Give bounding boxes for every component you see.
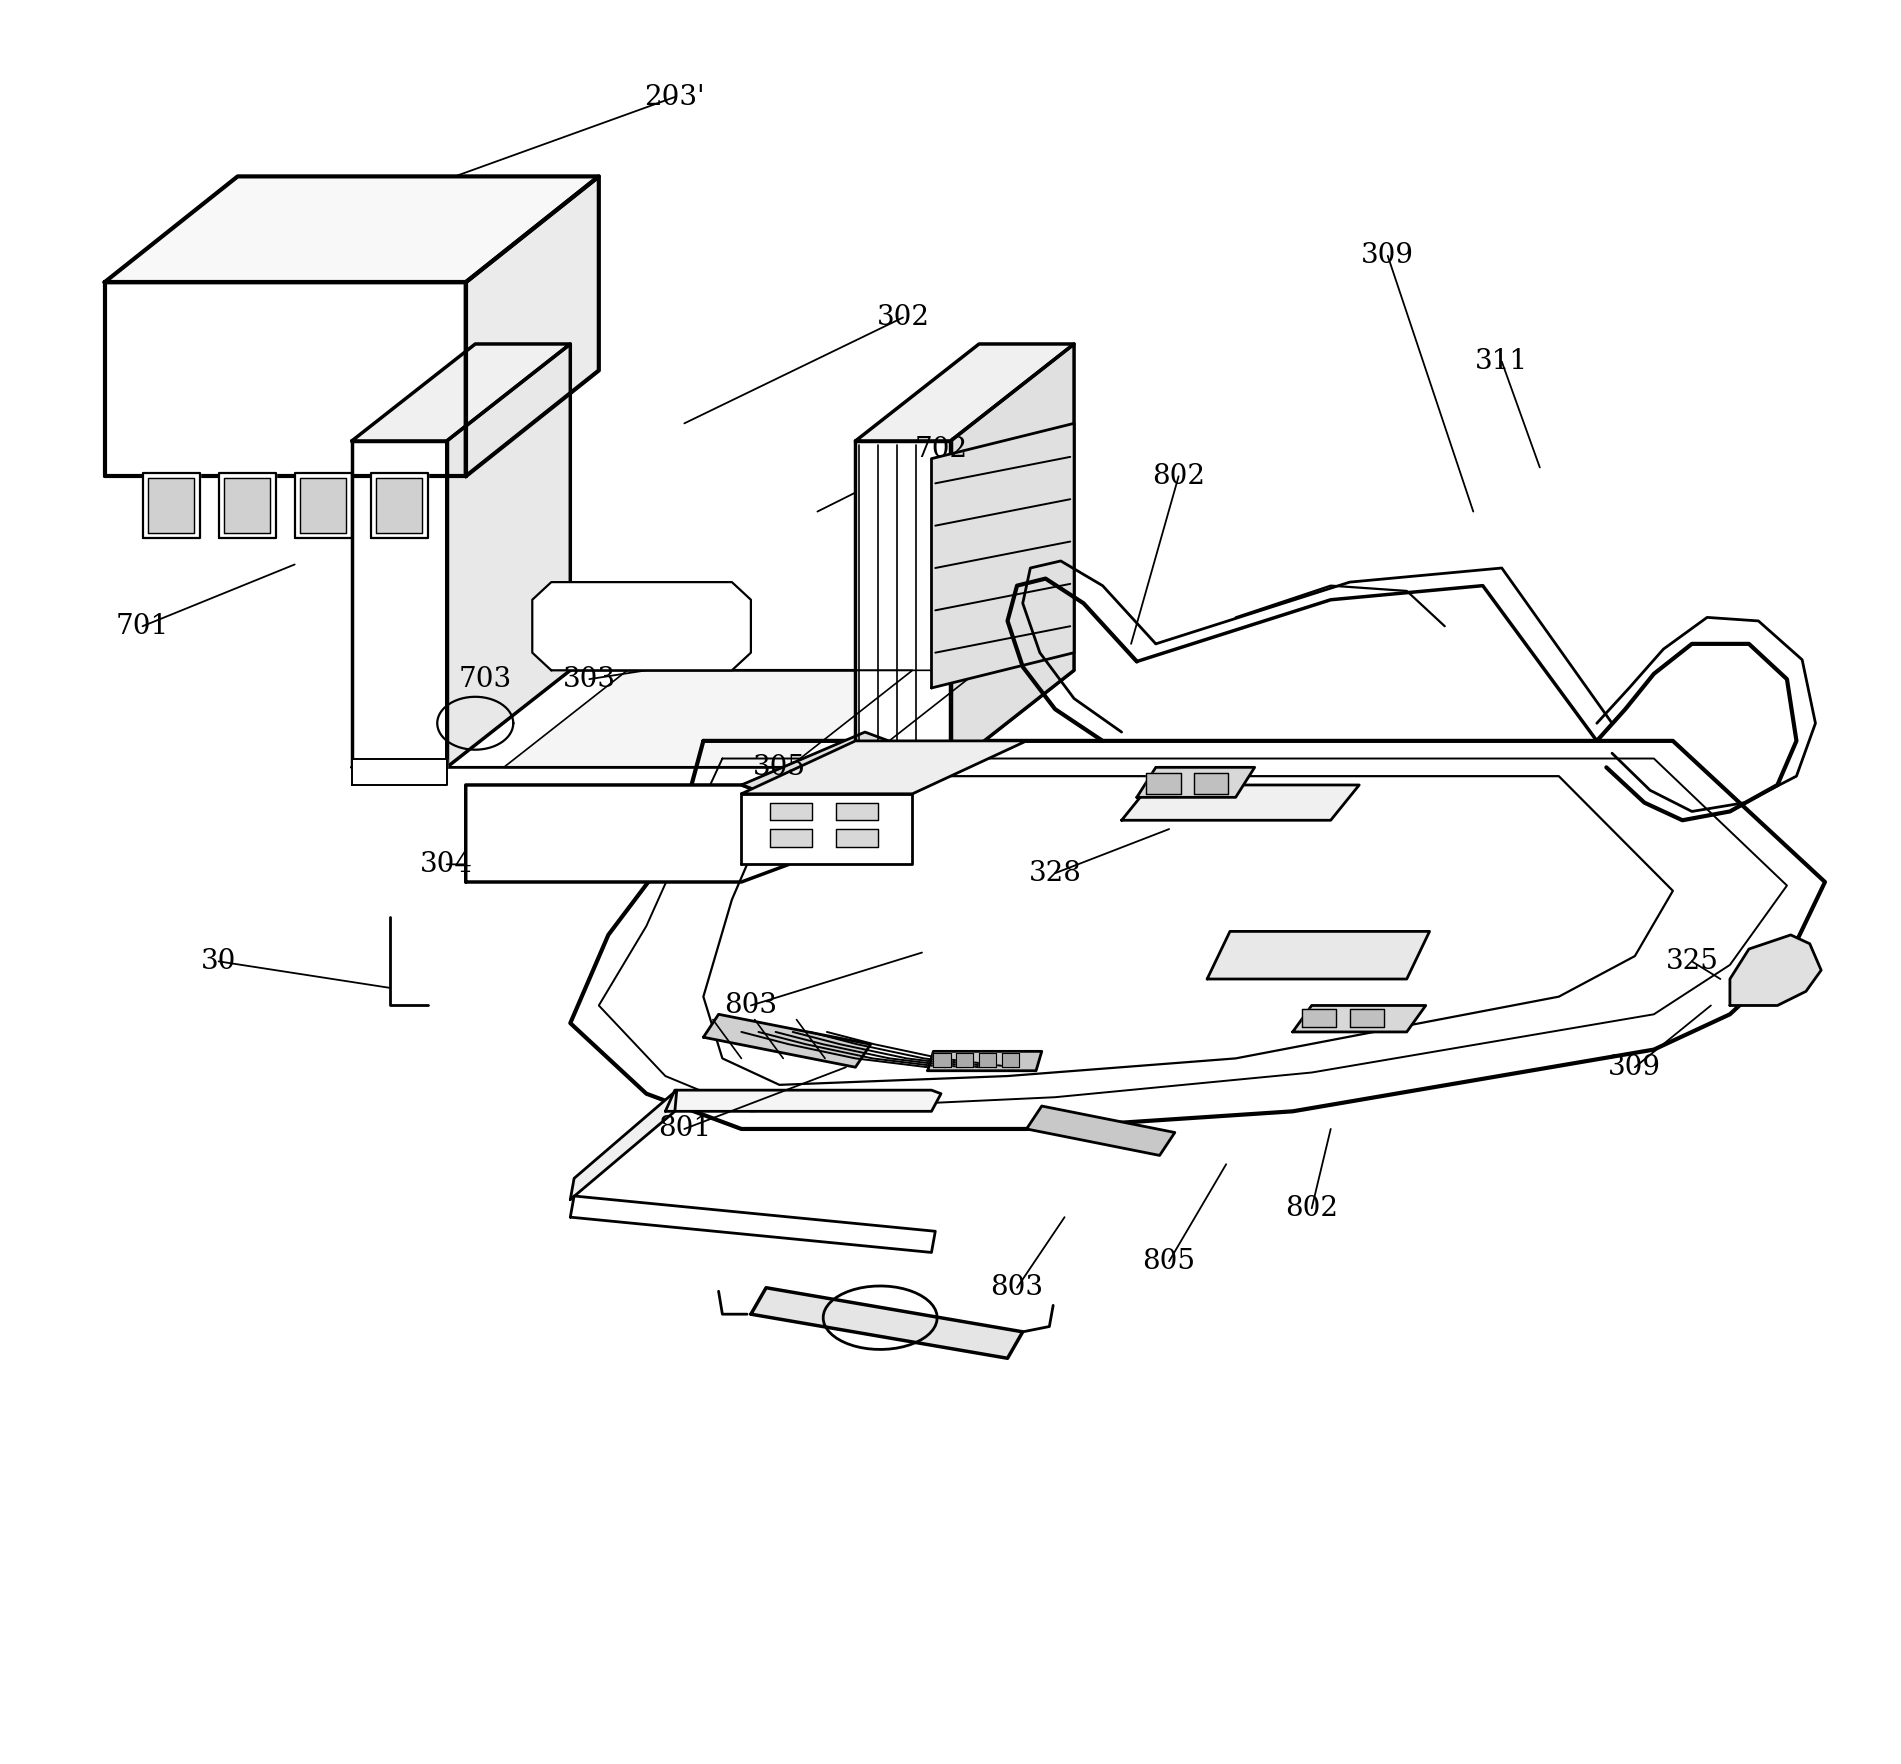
Polygon shape bbox=[1302, 1009, 1336, 1027]
Text: 311: 311 bbox=[1475, 348, 1528, 376]
Polygon shape bbox=[376, 478, 422, 533]
Polygon shape bbox=[352, 670, 1074, 767]
Polygon shape bbox=[371, 473, 428, 538]
Polygon shape bbox=[836, 829, 878, 847]
Text: 328: 328 bbox=[1028, 859, 1082, 887]
Polygon shape bbox=[928, 1051, 1042, 1071]
Text: 203': 203' bbox=[644, 83, 705, 111]
Polygon shape bbox=[855, 441, 950, 767]
Polygon shape bbox=[300, 478, 346, 533]
Polygon shape bbox=[979, 1053, 996, 1067]
Text: 309: 309 bbox=[1361, 242, 1414, 270]
Polygon shape bbox=[447, 344, 570, 767]
Polygon shape bbox=[770, 829, 812, 847]
Polygon shape bbox=[1350, 1009, 1384, 1027]
Polygon shape bbox=[295, 473, 352, 538]
Polygon shape bbox=[352, 344, 570, 441]
Polygon shape bbox=[1122, 785, 1359, 820]
Polygon shape bbox=[1207, 931, 1430, 979]
Polygon shape bbox=[466, 176, 599, 476]
Polygon shape bbox=[219, 473, 276, 538]
Polygon shape bbox=[570, 1090, 677, 1200]
Polygon shape bbox=[855, 344, 1074, 441]
Polygon shape bbox=[741, 794, 912, 864]
Text: 303: 303 bbox=[563, 665, 616, 693]
Polygon shape bbox=[751, 1288, 1023, 1358]
Polygon shape bbox=[504, 670, 912, 767]
Polygon shape bbox=[105, 282, 466, 476]
Polygon shape bbox=[447, 670, 979, 767]
Text: 805: 805 bbox=[1143, 1247, 1196, 1275]
Polygon shape bbox=[1027, 1106, 1175, 1155]
Polygon shape bbox=[931, 423, 1074, 688]
Text: 305: 305 bbox=[753, 753, 806, 781]
Text: 325: 325 bbox=[1665, 947, 1719, 975]
Text: 802: 802 bbox=[1285, 1194, 1338, 1222]
Polygon shape bbox=[703, 1014, 871, 1067]
Polygon shape bbox=[532, 582, 751, 670]
Text: 803: 803 bbox=[990, 1274, 1044, 1302]
Text: 309: 309 bbox=[1608, 1053, 1661, 1081]
Polygon shape bbox=[741, 732, 912, 803]
Text: 30: 30 bbox=[202, 947, 236, 975]
Polygon shape bbox=[570, 741, 1825, 1129]
Polygon shape bbox=[1730, 935, 1821, 1005]
Polygon shape bbox=[570, 1196, 935, 1252]
Text: 702: 702 bbox=[914, 436, 968, 464]
Text: 304: 304 bbox=[420, 850, 473, 878]
Polygon shape bbox=[148, 478, 194, 533]
Polygon shape bbox=[836, 803, 878, 820]
Polygon shape bbox=[665, 1090, 941, 1111]
Polygon shape bbox=[1146, 773, 1181, 794]
Polygon shape bbox=[466, 785, 789, 882]
Polygon shape bbox=[933, 1053, 950, 1067]
Polygon shape bbox=[1137, 767, 1255, 797]
Polygon shape bbox=[1194, 773, 1228, 794]
Text: 701: 701 bbox=[116, 612, 169, 640]
Text: 801: 801 bbox=[658, 1115, 711, 1143]
Polygon shape bbox=[224, 478, 270, 533]
Polygon shape bbox=[770, 803, 812, 820]
Polygon shape bbox=[950, 344, 1074, 767]
Text: 302: 302 bbox=[876, 303, 930, 332]
Polygon shape bbox=[352, 759, 447, 785]
Text: 803: 803 bbox=[724, 991, 778, 1020]
Polygon shape bbox=[143, 473, 200, 538]
Polygon shape bbox=[741, 741, 1027, 794]
Text: 703: 703 bbox=[458, 665, 511, 693]
Polygon shape bbox=[956, 1053, 973, 1067]
Polygon shape bbox=[1002, 1053, 1019, 1067]
Polygon shape bbox=[105, 176, 599, 282]
Polygon shape bbox=[352, 441, 447, 767]
Text: 802: 802 bbox=[1152, 462, 1205, 490]
Polygon shape bbox=[1293, 1005, 1426, 1032]
